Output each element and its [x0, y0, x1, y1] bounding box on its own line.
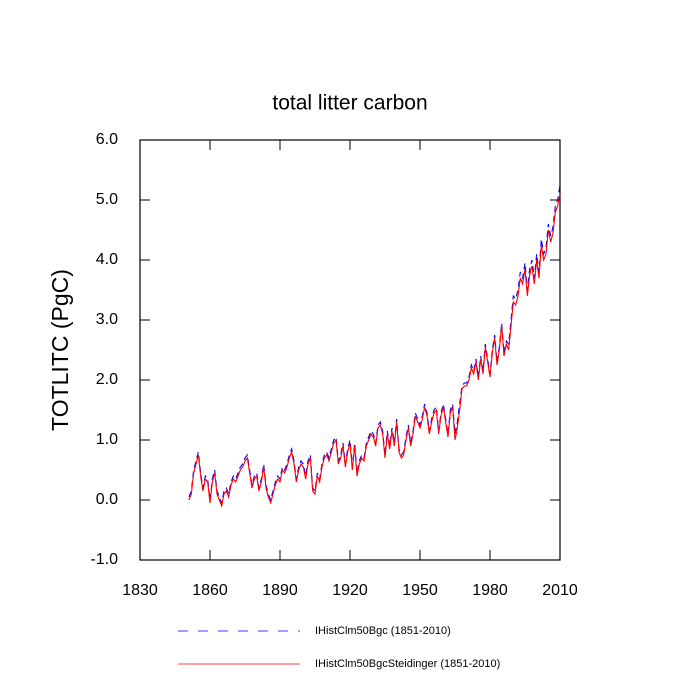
x-tick-label: 1980	[472, 582, 508, 599]
x-tick-label: 1860	[192, 582, 228, 599]
x-tick-label: 1920	[332, 582, 368, 599]
y-tick-label: 4.0	[96, 251, 118, 268]
legend-label: IHistClm50Bgc (1851-2010)	[315, 625, 451, 637]
x-tick-label: 2010	[542, 582, 578, 599]
y-tick-label: -1.0	[90, 551, 118, 568]
chart-title: total litter carbon	[272, 92, 427, 115]
y-tick-label: 6.0	[96, 131, 118, 148]
y-tick-label: 2.0	[96, 371, 118, 388]
plot-frame	[139, 139, 561, 561]
x-tick-label: 1830	[122, 582, 158, 599]
legend-label: IHistClm50BgcSteidinger (1851-2010)	[315, 658, 500, 670]
y-tick-label: 0.0	[96, 491, 118, 508]
x-tick-label: 1890	[262, 582, 298, 599]
y-tick-label: 3.0	[96, 311, 118, 328]
y-axis-label: TOTLITC (PgC)	[47, 269, 73, 431]
y-tick-label: 5.0	[96, 191, 118, 208]
y-tick-label: 1.0	[96, 431, 118, 448]
data-line	[188, 184, 561, 505]
x-tick-label: 1950	[402, 582, 438, 599]
data-line	[188, 193, 561, 508]
